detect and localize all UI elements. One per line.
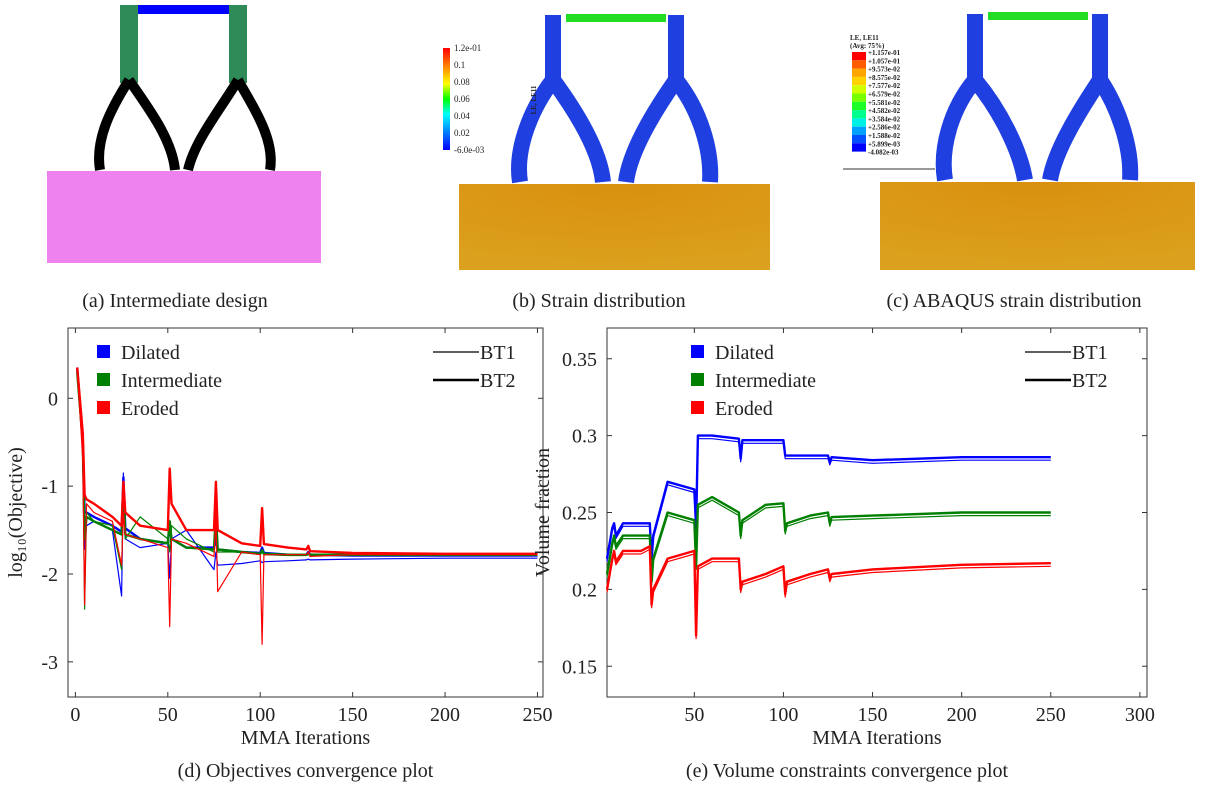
x-axis-label: MMA Iterations [812,727,942,749]
legend-swatch [691,373,704,386]
legend-level: +9.573e-02 [868,66,901,74]
legend-swatch [852,52,866,60]
y-tick-label: 0.35 [562,349,597,371]
legend-swatch [852,60,866,68]
y-tick-label: -3 [41,652,58,674]
legend-label: Intermediate [715,370,816,392]
series-line [607,549,1051,638]
x-tick-label: 150 [858,704,888,726]
x-tick-label: 50 [158,704,178,726]
legend-label: Eroded [121,398,179,420]
x-tick-label: 250 [522,704,552,726]
x-axis-label: MMA Iterations [241,727,371,749]
legend-swatch [852,77,866,85]
colorbar-tick-label: 0.08 [454,77,470,87]
figure: (a) Intermediate design (b) Strain distr… [0,0,1206,793]
legend-swatch [97,401,110,414]
panel-a-image [47,5,321,263]
x-tick-label: 100 [245,704,275,726]
legend-level: +7.577e-02 [868,82,901,90]
y-tick-label: 0.2 [572,579,597,601]
legend-swatch [852,135,866,143]
caption: (a) Intermediate design [82,290,267,312]
legend-label: BT1 [480,342,516,364]
legend-swatch [852,102,866,110]
legend-level: +5.899e-03 [868,140,901,148]
series-line [607,436,1051,559]
legend-label: Intermediate [121,370,222,392]
legend-label: BT1 [1072,342,1108,364]
legend-swatch [852,118,866,126]
legend-level: +4.582e-02 [868,107,901,115]
legend-level: +8.575e-02 [868,74,901,82]
legend-level: +2.586e-02 [868,124,901,132]
legend-level: -4.082e-03 [868,149,899,157]
legend-swatch [852,143,866,151]
plot-frame [607,328,1147,697]
legend-swatch [691,401,704,414]
x-tick-label: 150 [338,704,368,726]
caption: (b) Strain distribution [512,290,685,312]
legend-swatch [852,127,866,135]
legend-swatch [97,345,110,358]
x-tick-label: 300 [1125,704,1155,726]
legend-swatch [97,373,110,386]
legend-swatch [852,110,866,118]
x-tick-label: 50 [684,704,704,726]
x-tick-label: 200 [947,704,977,726]
legend-label: BT2 [480,370,516,392]
y-tick-label: -1 [41,476,58,498]
colorbar-tick-label: 0.04 [454,111,470,121]
x-tick-label: 200 [430,704,460,726]
legend-label: Dilated [715,342,774,364]
legend-level: +1.157e-01 [868,49,901,57]
y-tick-label: 0.25 [562,503,597,525]
legend-level: +1.588e-02 [868,132,901,140]
colorbar-tick-label: 0.02 [454,128,470,138]
colorbar-tick-label: 0.06 [454,94,470,104]
colorbar-tick-label: 1.2e-01 [454,43,481,53]
y-tick-label: 0.3 [572,426,597,448]
legend-level: +3.584e-02 [868,115,901,123]
legend-swatch [852,94,866,102]
series-line [77,368,537,554]
caption: (e) Volume constraints convergence plot [686,760,1009,782]
colorbar-tick-label: 0.1 [454,60,465,70]
legend-swatch [691,345,704,358]
y-tick-label: -2 [41,564,58,586]
y-tick-label: 0 [48,388,58,410]
legend-level: +5.581e-02 [868,99,901,107]
caption: (c) ABAQUS strain distribution [887,290,1142,312]
y-axis-label: Volume fraction [532,448,554,577]
colorbar-tick-label: -6.0e-03 [454,145,485,155]
legend-label: BT2 [1072,370,1108,392]
legend-level: +1.057e-01 [868,57,901,65]
legend-level: +6.579e-02 [868,91,901,99]
y-tick-label: 0.15 [562,656,597,678]
legend-swatch [852,85,866,93]
x-tick-label: 0 [70,704,80,726]
legend-label: Eroded [715,398,773,420]
legend-swatch [852,69,866,77]
caption: (d) Objectives convergence plot [178,760,434,782]
panel-b-image [443,14,770,270]
x-tick-label: 250 [1036,704,1066,726]
x-tick-label: 100 [768,704,798,726]
legend-label: Dilated [121,342,180,364]
y-axis-label: log₁₀(Objective) [5,447,27,578]
legend-title: LE, LE11 [850,34,879,42]
colorbar-label: LE, LE11 [530,85,538,114]
